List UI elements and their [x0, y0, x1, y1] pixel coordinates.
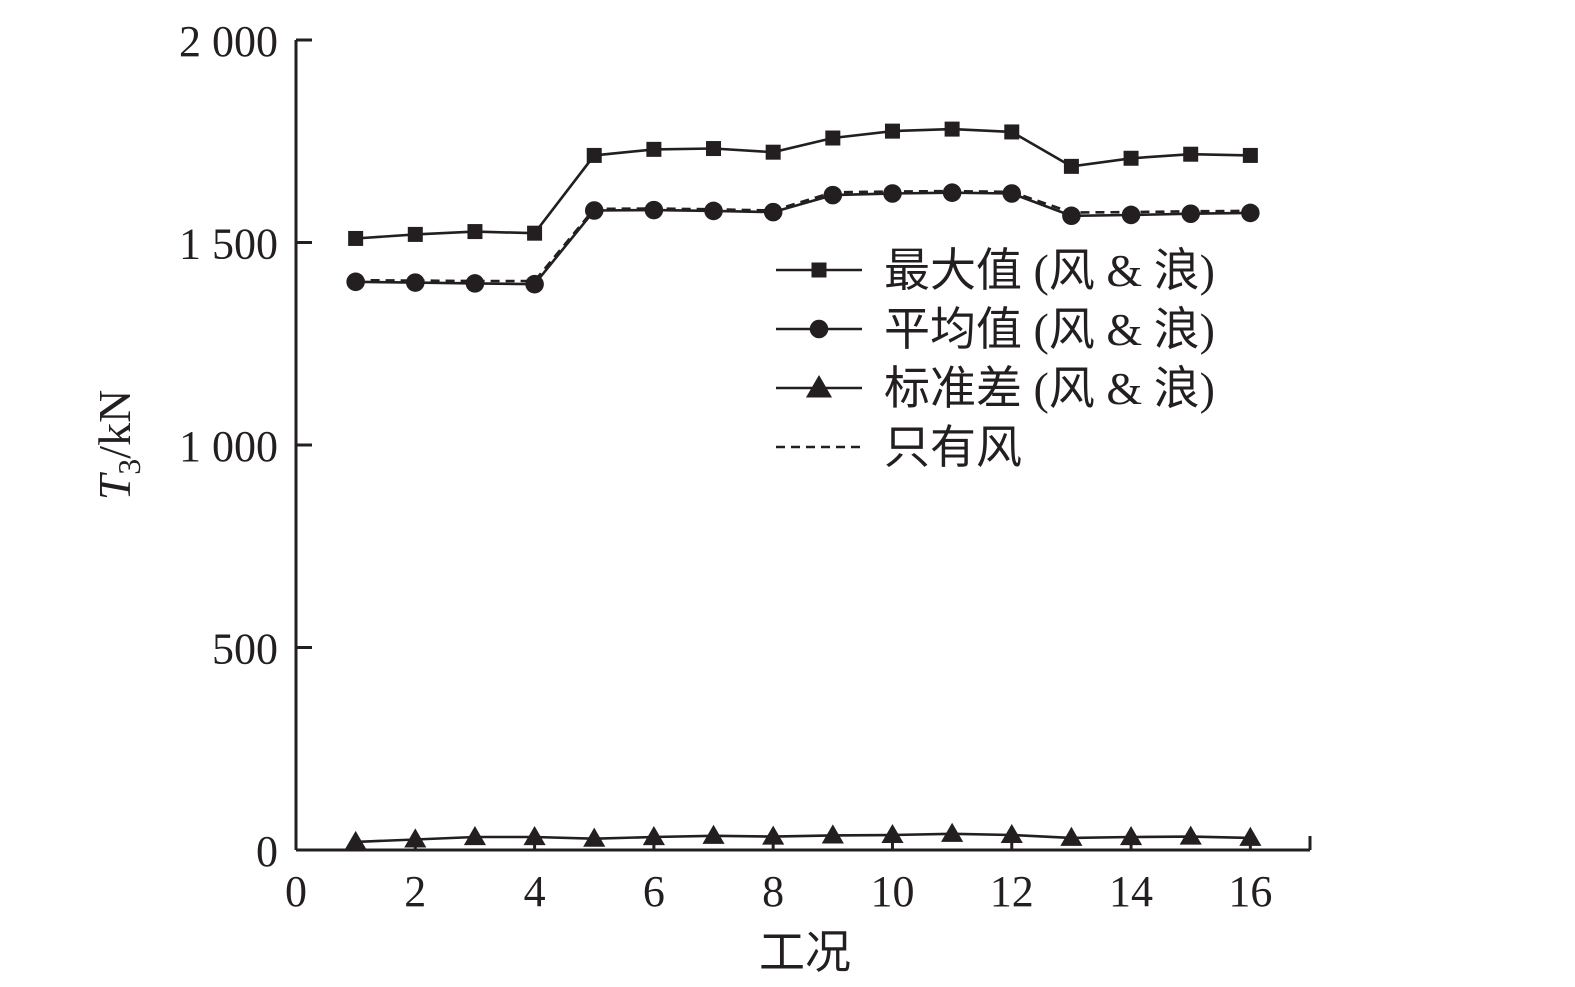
x-tick-label: 12	[990, 867, 1034, 916]
data-point	[527, 225, 543, 241]
x-tick-label: 16	[1228, 867, 1272, 916]
data-point	[1242, 147, 1258, 163]
data-point	[884, 123, 900, 139]
data-point	[642, 825, 665, 846]
data-point	[765, 144, 781, 160]
y-tick-label: 1 500	[179, 220, 278, 269]
data-point	[348, 230, 364, 246]
axes	[294, 40, 1310, 852]
data-point	[821, 824, 844, 844]
data-point	[942, 183, 962, 202]
x-tick-label: 2	[404, 867, 426, 916]
legend-marker	[809, 319, 829, 339]
y-axis-title-subscript: 3	[111, 459, 147, 475]
y-axis-title: T3/kN	[89, 390, 147, 501]
series-line	[355, 189, 1251, 283]
data-point	[1181, 204, 1200, 224]
data-point	[881, 823, 904, 844]
y-tick-label: 1 000	[179, 422, 278, 471]
data-point	[763, 202, 783, 222]
data-point	[407, 226, 423, 242]
y-tick-label: 500	[212, 625, 278, 674]
data-point	[1239, 826, 1262, 846]
data-point	[1004, 124, 1020, 140]
data-point	[1002, 184, 1022, 203]
legend-label: 只有风	[884, 422, 1022, 473]
data-point	[463, 825, 487, 846]
data-point	[404, 828, 427, 848]
x-tick-label: 10	[870, 867, 914, 916]
y-tick-label: 2 000	[179, 17, 278, 66]
legend-item: 平均值 (风 & 浪)	[776, 304, 1215, 355]
data-point	[704, 201, 723, 221]
data-point	[467, 224, 483, 240]
legend-label: 最大值 (风 & 浪)	[884, 245, 1215, 296]
data-point	[525, 274, 544, 294]
series-line	[355, 127, 1251, 240]
data-point	[346, 272, 365, 292]
ticks: 0 500 1 000 1 500 2 000 0 2 4 6 8 10 12 14 16	[179, 17, 1312, 916]
y-axis-title-unit: /kN	[89, 390, 140, 459]
data-point	[702, 824, 725, 844]
series-3	[344, 822, 1262, 850]
series-line	[355, 832, 1251, 844]
legend-item: 最大值 (风 & 浪)	[776, 245, 1215, 296]
data-point	[1121, 205, 1141, 225]
data-point	[944, 121, 960, 137]
x-tick-label: 8	[762, 867, 784, 916]
series-2	[346, 183, 1260, 294]
x-tick-label: 4	[524, 867, 546, 916]
data-point	[762, 825, 785, 845]
x-tick-label: 0	[285, 867, 307, 916]
y-axis-title-main: T	[89, 471, 140, 500]
data-point	[1179, 825, 1202, 845]
data-point	[1241, 203, 1260, 223]
data-point	[1062, 206, 1081, 226]
data-point	[1183, 146, 1199, 162]
data-point	[941, 822, 964, 842]
series-layer	[344, 121, 1262, 850]
data-point	[583, 827, 606, 847]
data-point	[523, 825, 546, 846]
series-line	[355, 191, 1251, 286]
data-point	[825, 130, 841, 146]
y-tick-label: 0	[256, 827, 278, 876]
data-point	[883, 184, 902, 203]
legend-label: 平均值 (风 & 浪)	[884, 304, 1215, 355]
series-4	[355, 189, 1251, 283]
data-point	[1000, 823, 1023, 844]
x-tick-label: 14	[1109, 867, 1153, 916]
legend-item: 只有风	[776, 422, 1022, 473]
data-point	[1060, 826, 1083, 846]
data-point	[646, 141, 662, 157]
legend: 最大值 (风 & 浪) 平均值 (风 & 浪) 标准差 (风 & 浪) 只有风	[776, 245, 1215, 473]
data-point	[644, 200, 664, 220]
x-tick-label: 6	[643, 867, 665, 916]
data-point	[1123, 150, 1139, 166]
data-point	[586, 147, 602, 163]
data-point	[1063, 158, 1079, 174]
data-point	[584, 201, 604, 220]
data-point	[344, 830, 367, 850]
x-axis-title: 工况	[759, 927, 851, 978]
data-point	[1119, 825, 1143, 846]
series-1	[348, 121, 1258, 246]
data-point	[406, 273, 425, 292]
legend-marker	[805, 374, 833, 398]
data-point	[823, 185, 843, 205]
data-point	[706, 141, 722, 157]
data-point	[465, 274, 485, 293]
legend-item: 标准差 (风 & 浪)	[776, 363, 1215, 414]
legend-marker	[811, 262, 827, 278]
legend-label: 标准差 (风 & 浪)	[884, 363, 1215, 414]
svg-text:T3/kN: T3/kN	[89, 390, 147, 501]
